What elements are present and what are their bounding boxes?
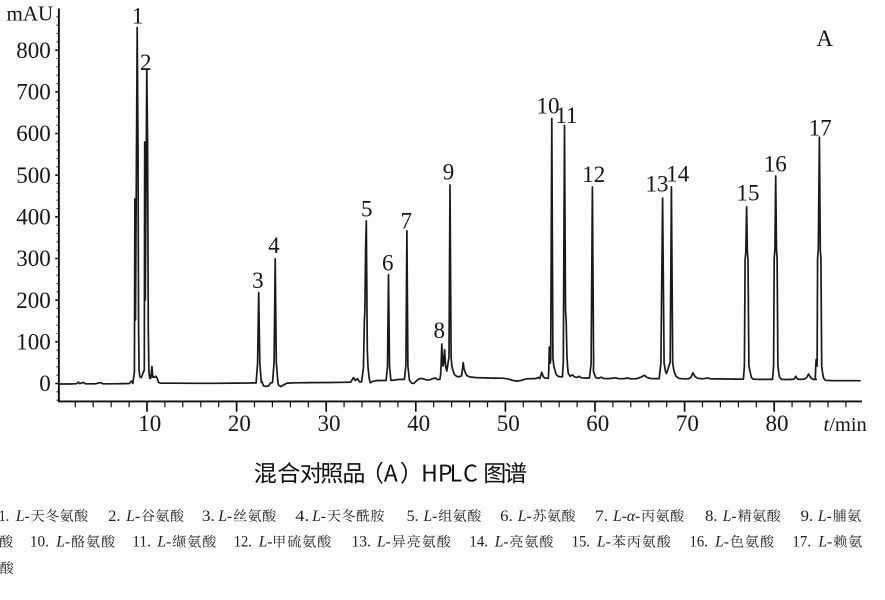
svg-text:L-: L- (817, 508, 832, 525)
svg-text:1: 1 (132, 4, 144, 29)
svg-text:5.: 5. (407, 508, 419, 525)
svg-text:11: 11 (555, 103, 577, 128)
svg-text:3: 3 (252, 268, 264, 293)
svg-text:8.: 8. (705, 508, 717, 525)
svg-text:L-: L- (15, 508, 30, 525)
svg-text:40: 40 (407, 411, 430, 436)
svg-text:15.: 15. (572, 534, 591, 551)
svg-text:6: 6 (382, 250, 394, 275)
svg-text:L-: L- (714, 534, 729, 551)
svg-text:400: 400 (16, 204, 51, 229)
svg-text:L-: L- (722, 508, 737, 525)
svg-text:5: 5 (361, 197, 373, 222)
svg-text:4.: 4. (295, 508, 309, 525)
svg-text:L-: L- (596, 534, 611, 551)
svg-text:6.: 6. (500, 508, 513, 525)
svg-text:16.: 16. (690, 534, 708, 551)
svg-text:L-α-: L-α- (612, 508, 640, 525)
svg-text:15: 15 (737, 181, 760, 206)
svg-text:800: 800 (16, 38, 51, 63)
svg-text:L-: L- (817, 534, 832, 551)
svg-text:L-: L- (311, 508, 326, 525)
svg-text:70: 70 (676, 411, 699, 436)
svg-text:8: 8 (434, 318, 446, 343)
svg-text:L-: L- (517, 508, 532, 525)
svg-text:L-: L- (376, 534, 391, 551)
svg-text:12: 12 (582, 162, 605, 187)
svg-text:0: 0 (39, 371, 51, 396)
svg-text:L-: L- (125, 508, 140, 525)
svg-text:A: A (816, 26, 833, 51)
svg-text:200: 200 (16, 288, 51, 313)
svg-text:14.: 14. (469, 534, 488, 551)
svg-text:7.: 7. (595, 508, 608, 525)
svg-text:700: 700 (16, 79, 51, 104)
svg-text:16: 16 (764, 152, 787, 177)
svg-text:500: 500 (16, 163, 51, 188)
svg-text:600: 600 (16, 121, 51, 146)
svg-text:mAU: mAU (7, 2, 54, 26)
svg-text:10.: 10. (30, 534, 49, 551)
svg-text:17: 17 (809, 116, 832, 141)
svg-text:4: 4 (268, 233, 280, 258)
svg-text:9: 9 (443, 160, 455, 185)
svg-text:10: 10 (138, 411, 161, 436)
svg-text:80: 80 (766, 411, 789, 436)
svg-text:300: 300 (16, 246, 51, 271)
svg-text:12.: 12. (234, 534, 252, 551)
svg-text:t/min: t/min (824, 414, 867, 436)
svg-text:13.: 13. (352, 534, 371, 551)
svg-text:30: 30 (318, 411, 341, 436)
svg-text:L-: L- (423, 508, 438, 525)
svg-text:10: 10 (537, 94, 560, 119)
svg-text:7: 7 (401, 209, 413, 234)
svg-text:9.: 9. (801, 508, 814, 525)
svg-text:3.: 3. (202, 508, 215, 525)
svg-text:14: 14 (666, 161, 690, 186)
svg-text:60: 60 (586, 411, 609, 436)
svg-text:L-: L- (494, 534, 509, 551)
svg-text:1.: 1. (0, 508, 9, 525)
svg-text:20: 20 (228, 411, 251, 436)
svg-text:50: 50 (497, 411, 520, 436)
svg-text:100: 100 (16, 329, 51, 354)
svg-text:2.: 2. (108, 508, 120, 525)
svg-text:L-: L- (156, 534, 171, 551)
svg-text:L-: L- (217, 508, 232, 525)
svg-text:L-: L- (55, 534, 70, 551)
svg-text:17.: 17. (792, 534, 811, 551)
svg-text:2: 2 (140, 50, 152, 75)
svg-text:13: 13 (646, 172, 669, 197)
svg-text:11.: 11. (132, 534, 151, 551)
svg-text:L-: L- (258, 534, 273, 551)
